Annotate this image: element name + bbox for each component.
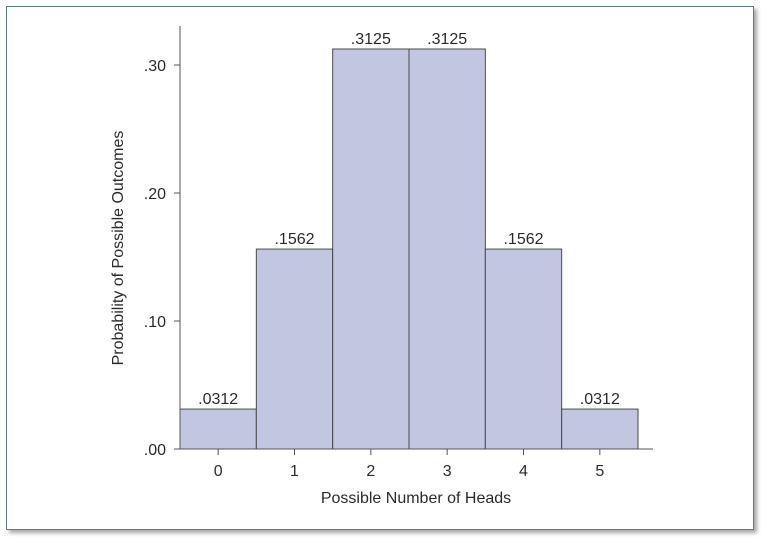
- bar-value-label-0: .0312: [198, 391, 238, 408]
- bar-value-label-5: .0312: [580, 391, 620, 408]
- bar-5: [561, 408, 639, 450]
- bar-value-label-3: .3125: [427, 31, 467, 48]
- y-tick-label-1: .10: [144, 314, 166, 331]
- bar-value-label-2: .3125: [351, 31, 391, 48]
- x-tick-label-5: 5: [595, 463, 604, 480]
- bar-0: [179, 408, 257, 450]
- bar-1: [255, 248, 334, 450]
- y-axis-label: Probability of Possible Outcomes: [110, 131, 127, 366]
- x-tick-label-2: 2: [366, 463, 375, 480]
- y-tick-label-2: .20: [144, 186, 166, 203]
- value-labels-group: .0312 .1562 .3125 .3125 .1562 .0312: [198, 31, 620, 408]
- bar-4: [484, 248, 563, 450]
- bar-value-label-4: .1562: [503, 231, 543, 248]
- bars-group: [179, 48, 639, 450]
- x-tick-label-3: 3: [443, 463, 452, 480]
- x-axis-label: Possible Number of Heads: [321, 490, 511, 507]
- y-tick-label-0: .00: [144, 442, 166, 459]
- x-tick-label-4: 4: [519, 463, 528, 480]
- bar-2: [332, 48, 410, 450]
- x-ticks-group: 0 1 2 3 4 5: [214, 449, 604, 480]
- y-tick-label-3: .30: [144, 58, 166, 75]
- y-ticks-group: .00 .10 .20 .30: [144, 58, 180, 459]
- x-tick-label-1: 1: [290, 463, 299, 480]
- bar-value-label-1: .1562: [274, 231, 314, 248]
- x-tick-label-0: 0: [214, 463, 223, 480]
- bar-3: [408, 48, 486, 450]
